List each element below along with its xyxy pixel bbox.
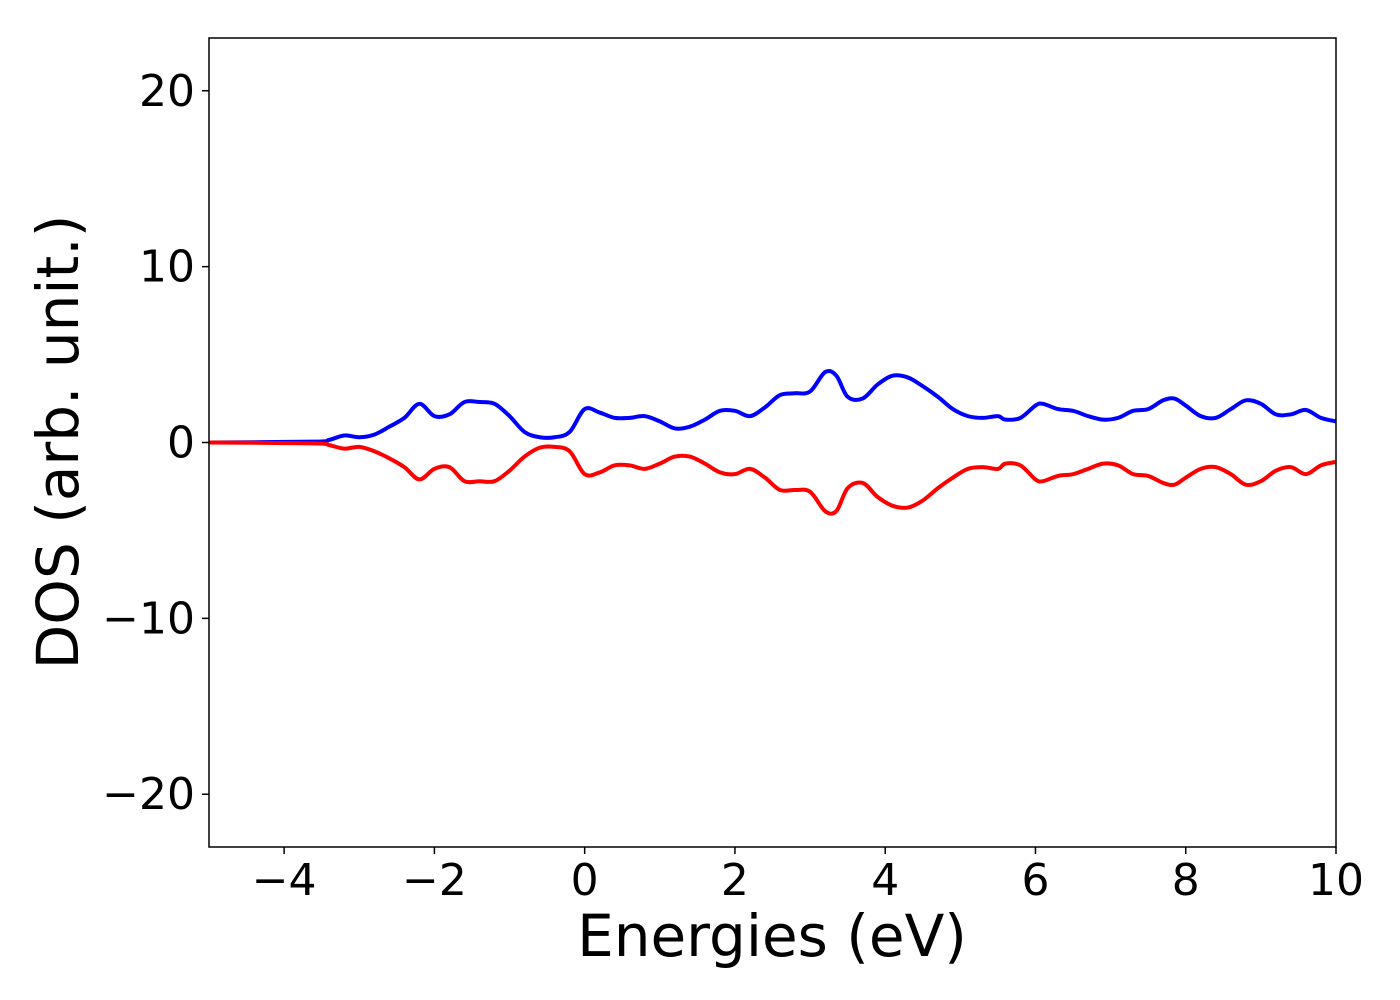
x-tick-label: 2 — [721, 855, 749, 906]
x-tick-label: 0 — [571, 855, 599, 906]
series-layer — [208, 369, 1337, 516]
x-tick-label: −2 — [402, 855, 467, 906]
x-axis-ticks: −4 −2 0 2 4 6 8 10 — [252, 847, 1364, 906]
x-axis-label: Energies (eV) — [577, 902, 967, 970]
y-tick-label: 10 — [139, 242, 195, 293]
plot-frame — [208, 37, 1337, 848]
series-line-1 — [208, 369, 1337, 445]
y-tick-label: 20 — [139, 66, 195, 117]
y-tick-label: −20 — [102, 769, 195, 820]
x-tick-label: 4 — [871, 855, 899, 906]
y-axis-label: DOS (arb. unit.) — [24, 215, 92, 670]
x-tick-label: 6 — [1021, 855, 1049, 906]
x-tick-label: −4 — [252, 855, 317, 906]
y-tick-label: −10 — [102, 593, 195, 644]
x-tick-label: 10 — [1308, 855, 1364, 906]
y-axis-ticks: 20 10 0 −10 −20 — [102, 66, 209, 820]
series-line-2 — [208, 440, 1337, 516]
x-tick-label: 8 — [1172, 855, 1200, 906]
y-tick-label: 0 — [167, 418, 195, 469]
